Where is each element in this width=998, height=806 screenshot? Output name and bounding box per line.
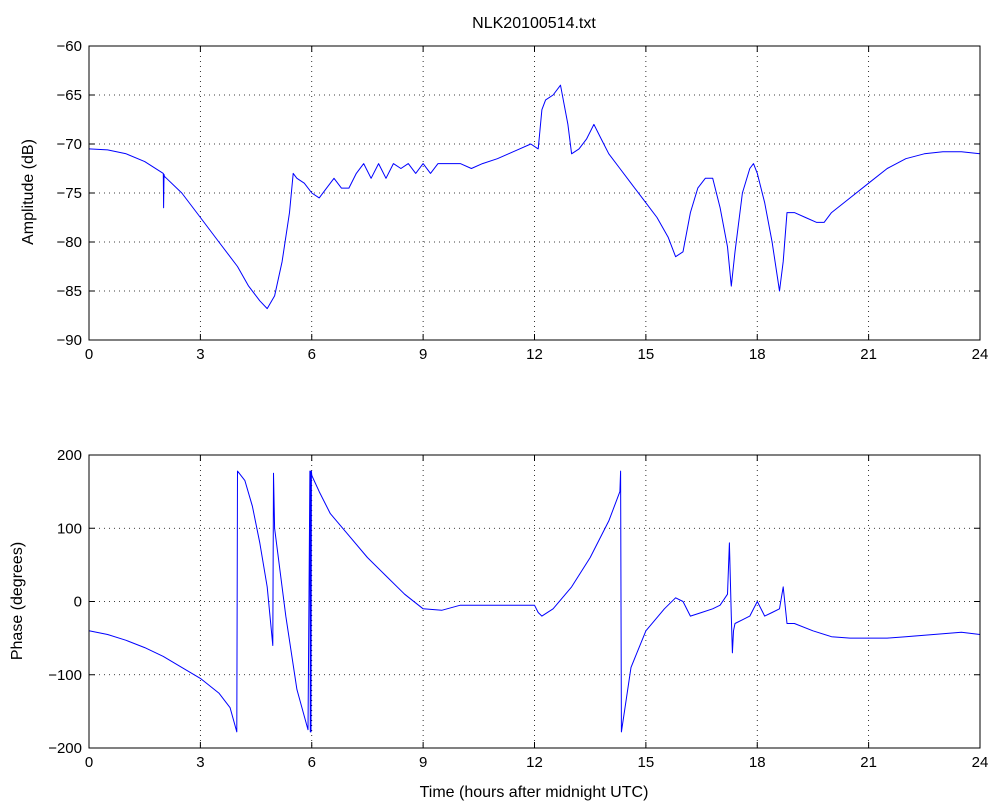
phase-y-axis-label: Phase (degrees) xyxy=(9,542,26,660)
phase-y-tick-label: 100 xyxy=(57,520,82,537)
phase-tick-labels: 0 3 6 9 12 15 18 21 24 −200 −100 0 100 200 xyxy=(48,447,988,771)
phase-x-tick-label: 0 xyxy=(85,754,93,771)
phase-x-tick-label: 15 xyxy=(638,754,655,771)
amplitude-x-tick-label: 9 xyxy=(419,346,427,363)
amplitude-x-tick-label: 6 xyxy=(308,346,316,363)
phase-x-axis-label: Time (hours after midnight UTC) xyxy=(420,784,649,801)
amplitude-y-axis-label: Amplitude (dB) xyxy=(20,139,37,245)
amplitude-y-tick-label: −60 xyxy=(57,38,82,55)
phase-x-tick-label: 9 xyxy=(419,754,427,771)
amplitude-y-tick-label: −70 xyxy=(57,136,82,153)
phase-x-tick-label: 6 xyxy=(308,754,316,771)
amplitude-gridlines xyxy=(89,46,980,340)
phase-y-tick-label: −200 xyxy=(48,740,82,757)
phase-x-tick-label: 3 xyxy=(196,754,204,771)
phase-panel: Phase (degrees) Time (hours after midnig… xyxy=(9,447,988,801)
chart-title: NLK20100514.txt xyxy=(472,15,596,32)
phase-x-tick-label: 24 xyxy=(972,754,989,771)
amplitude-x-tick-label: 24 xyxy=(972,346,989,363)
amplitude-x-tick-label: 18 xyxy=(749,346,766,363)
amplitude-x-tick-label: 3 xyxy=(196,346,204,363)
amplitude-axes-frame xyxy=(88,45,981,341)
phase-y-tick-label: −100 xyxy=(48,667,82,684)
amplitude-panel: NLK20100514.txt Amplitude (dB) 0 3 6 9 12 15 1… xyxy=(20,15,988,363)
phase-x-tick-label: 12 xyxy=(526,754,543,771)
amplitude-y-tick-label: −90 xyxy=(57,332,82,349)
phase-y-tick-label: 200 xyxy=(57,447,82,464)
amplitude-y-tick-label: −85 xyxy=(57,283,82,300)
amplitude-x-tick-label: 12 xyxy=(526,346,543,363)
amplitude-y-tick-label: −65 xyxy=(57,87,82,104)
phase-y-tick-label: 0 xyxy=(74,594,82,611)
phase-axes-frame xyxy=(88,454,981,749)
amplitude-x-tick-label: 15 xyxy=(638,346,655,363)
amplitude-x-tick-label: 21 xyxy=(860,346,877,363)
amplitude-y-tick-label: −80 xyxy=(57,234,82,251)
phase-gridlines xyxy=(89,455,980,748)
phase-x-tick-label: 18 xyxy=(749,754,766,771)
amplitude-series-line xyxy=(88,84,981,310)
amplitude-x-tick-label: 0 xyxy=(85,346,93,363)
amplitude-y-tick-label: −75 xyxy=(57,185,82,202)
phase-series-line xyxy=(88,470,981,733)
amplitude-tick-labels: 0 3 6 9 12 15 18 21 24 −90 −85 −80 −75 −70 −65 −60 xyxy=(57,38,989,363)
phase-x-tick-label: 21 xyxy=(860,754,877,771)
